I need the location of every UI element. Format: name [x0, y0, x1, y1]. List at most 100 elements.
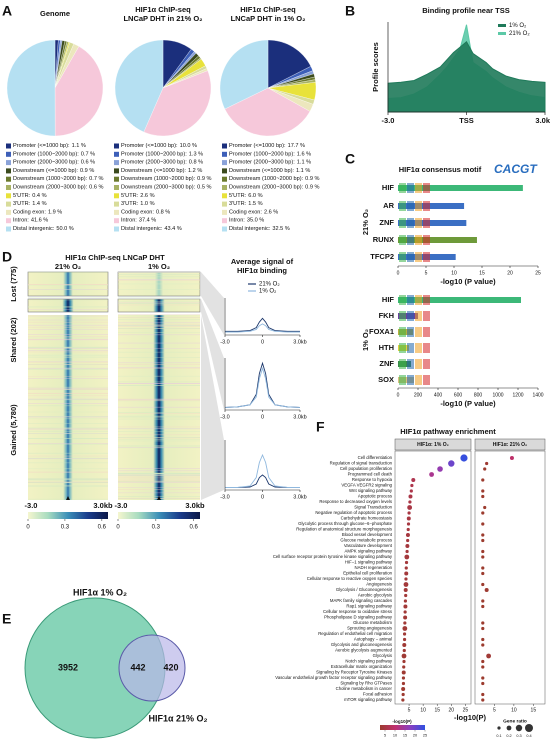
legend-value: 0.5 %: [197, 185, 211, 191]
legend-value: 0.7 %: [81, 152, 95, 158]
x-tick-label: 10: [511, 707, 517, 713]
dot: [481, 538, 485, 543]
legend-value: 6.0 %: [248, 193, 262, 199]
legend-label: Promoter (1000~2000 bp):: [121, 152, 187, 158]
dot: [401, 670, 406, 675]
dot: [401, 698, 405, 702]
colorbar-label: 0.6: [98, 525, 107, 531]
legend-label: 5'UTR:: [13, 193, 31, 199]
legend-swatch: [6, 160, 11, 166]
dot: [403, 599, 408, 603]
legend-value: 10.0 %: [180, 143, 197, 149]
chart-title: HIF1α ChIP-seq LNCaP DHT: [65, 253, 165, 262]
legend-label: Downstream (2000~3000 bp):: [121, 185, 196, 191]
size-legend-label: 0.3: [516, 734, 521, 738]
legend-swatch: [114, 201, 119, 207]
dot: [486, 653, 492, 659]
colorbar-title: -log10(P): [392, 719, 412, 724]
pie-slice: [143, 70, 212, 137]
legend-swatch: [6, 226, 11, 232]
x-tick-label: 15: [434, 707, 440, 713]
panel-letter: F: [316, 419, 325, 435]
legend-label: 5'UTR:: [121, 193, 139, 199]
legend-label: 3'UTR:: [13, 202, 31, 208]
line: [225, 317, 300, 332]
legend-entry: Downstream (2000~3000 bp): 0.6 %: [13, 185, 104, 191]
colorbar-label: 0.6: [190, 525, 199, 531]
x-tick-label: 10: [420, 707, 426, 713]
dot: [409, 489, 413, 493]
x-tick-label: 1000: [492, 392, 503, 398]
pie-title: LNCaP DHT in 21% O₂: [123, 14, 202, 23]
line: [225, 453, 300, 488]
legend-value: 17.7 %: [288, 143, 305, 149]
x-tick-label: -3.0: [220, 494, 229, 500]
pie-slice: [224, 87, 311, 137]
legend-entry: Distal intergenic: 50.0 %: [13, 226, 74, 232]
legend-swatch: [114, 185, 119, 190]
x-tick-label: 800: [474, 392, 483, 398]
legend-label: Promoter (1000~2000 bp):: [229, 152, 295, 158]
legend-swatch: [6, 168, 11, 174]
x-tick-label: 0: [397, 270, 400, 276]
row-label: AMPK signaling pathway: [344, 549, 392, 554]
x-tick-label: -3.0: [382, 116, 395, 125]
row-label: Response to decreased oxygen levels: [319, 499, 392, 504]
legend-swatch: [222, 160, 227, 166]
facet-panel: [474, 450, 546, 705]
legend-entry: Distal intergenic: 43.4 %: [121, 226, 182, 232]
row-label: Vascular endothelial growth factor recep…: [275, 675, 393, 680]
motif-logo: [407, 201, 414, 211]
row-label: Cell differentiation: [358, 455, 393, 460]
legend-entry: Downstream (1000~2000 bp): 0.7 %: [13, 177, 104, 183]
facet-strip: [474, 438, 546, 451]
motif-logo: [423, 359, 430, 369]
row-label: mTOR signaling pathway: [344, 697, 393, 702]
motif-logo: [399, 252, 406, 262]
panel-letter: D: [2, 249, 12, 265]
dot: [403, 582, 409, 587]
dot: [481, 681, 485, 686]
dot: [404, 566, 408, 570]
category-label: HIF: [382, 295, 395, 304]
motif-logo: [423, 201, 430, 211]
dot: [407, 505, 413, 510]
tss-marker: [157, 496, 161, 500]
x-tick-label: 200: [414, 392, 423, 398]
category-label: FKH: [379, 311, 394, 320]
legend-entry: Promoter (<=1000 bp): 17.7 %: [229, 143, 305, 149]
legend-swatch: [222, 176, 227, 182]
legend-value: 1.4 %: [32, 202, 46, 208]
legend-label: Downstream (<=1000 bp):: [13, 168, 78, 174]
size-legend-title: Gene ratio: [503, 718, 527, 724]
chart-title: Average signal of: [231, 257, 294, 266]
pie-title: LNCaP DHT in 1% O₂: [231, 14, 306, 23]
panel-letter: E: [2, 611, 11, 627]
area: [387, 41, 546, 113]
dot: [406, 527, 410, 532]
legend-value: 41.6 %: [31, 218, 48, 224]
dot: [483, 467, 487, 471]
heatmap-block: [28, 315, 108, 500]
dot: [481, 599, 485, 603]
legend-entry: 3'UTR: 1.5 %: [229, 202, 263, 208]
legend-swatch: [6, 209, 11, 215]
colorbar-label: 0.3: [61, 525, 70, 531]
legend-entry: Promoter (2000~3000 bp): 0.6 %: [13, 160, 95, 166]
legend-entry: Coding exon: 1.9 %: [13, 210, 62, 216]
dot: [401, 687, 406, 691]
row-label: NADH regeneration: [355, 565, 393, 570]
motif-logo: [407, 218, 414, 228]
dot: [401, 653, 407, 659]
legend-entry: Promoter (1000~2000 bp): 1.3 %: [121, 152, 203, 158]
facet-label: HIF1α: 21% O₂: [493, 442, 527, 448]
row-label: MAPK family signaling cascades: [330, 598, 392, 603]
legend-value: 1.9 %: [48, 210, 62, 216]
motif-logo: [399, 343, 406, 353]
legend-label: Downstream (1000~2000 bp):: [121, 177, 196, 183]
row-label: VEGFA VEGFR2 signaling: [341, 483, 392, 488]
category-label: FOXA1: [369, 327, 394, 336]
chart-title: Binding profile near TSS: [422, 6, 510, 15]
motif-logo: [407, 235, 414, 245]
dot: [401, 676, 406, 680]
